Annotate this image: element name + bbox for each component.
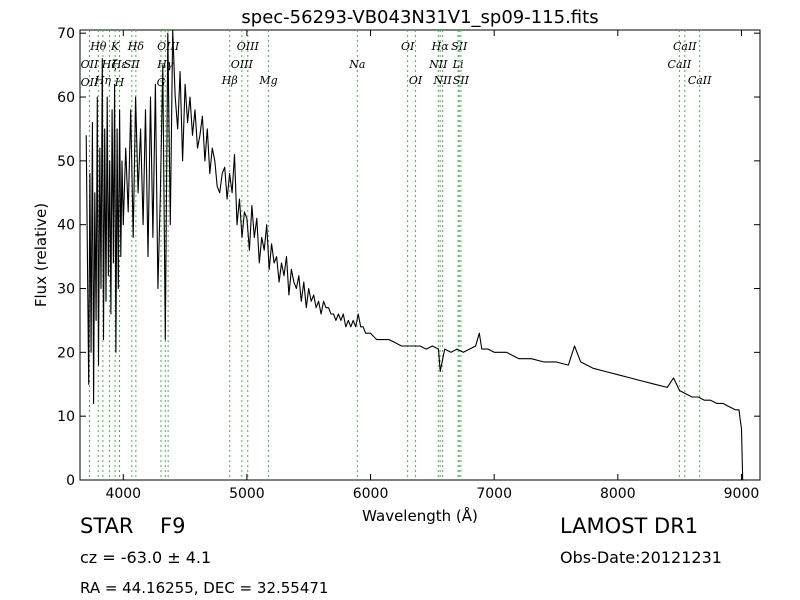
y-tick-label-3: 30	[57, 282, 75, 298]
x-tick-label-3: 7000	[476, 486, 512, 502]
line-marker-label-18: OI	[401, 40, 415, 53]
line-marker-label-24: NII	[432, 74, 452, 87]
line-marker-label-14: OIII	[231, 58, 254, 71]
spectrum-series	[85, 29, 744, 481]
line-marker-label-9: Hδ	[127, 40, 145, 53]
x-tick-label-5: 9000	[724, 486, 760, 502]
line-marker-label-22: NII	[428, 58, 448, 71]
line-marker-label-21: SII	[451, 40, 468, 53]
x-tick-label-1: 5000	[229, 486, 265, 502]
x-tick-label-4: 8000	[600, 486, 636, 502]
y-tick-label-4: 40	[57, 218, 75, 234]
redshift-value: cz = -63.0 ± 4.1	[80, 548, 212, 567]
line-marker-label-13: OIII	[237, 40, 260, 53]
obs-date: Obs-Date:20121231	[560, 548, 722, 567]
x-tick-label-0: 4000	[105, 486, 141, 502]
y-tick-label-6: 60	[57, 90, 75, 106]
line-marker-label-20: Hα	[431, 40, 450, 53]
object-subclass: F9	[160, 514, 186, 538]
object-class: STAR	[80, 514, 134, 538]
line-marker-label-2: OII	[81, 76, 99, 89]
line-marker-label-17: Na	[348, 58, 365, 71]
plot-frame	[79, 29, 761, 481]
axis-ticks: 4000 5000 6000 7000 8000 9000 0 10 20 30 40 50 60 70	[57, 26, 760, 502]
line-marker-label-12: G	[157, 76, 166, 89]
line-marker-label-0: Hθ	[89, 40, 107, 53]
y-tick-label-0: 0	[66, 473, 75, 489]
y-tick-label-2: 20	[57, 345, 75, 361]
line-marker-label-11: Hγ	[156, 58, 174, 71]
y-tick-label-7: 70	[57, 26, 75, 42]
line-marker-label-28: CaII	[688, 74, 712, 87]
y-tick-label-1: 10	[57, 409, 75, 425]
y-tick-label-5: 50	[57, 154, 75, 170]
line-marker-label-6: H	[114, 76, 125, 89]
line-marker-label-26: CaII	[673, 40, 697, 53]
line-marker-label-15: Hβ	[221, 74, 238, 87]
line-marker-label-5: Hζ	[101, 58, 119, 71]
chart-title: spec-56293-VB043N31V1_sp09-115.fits	[241, 7, 598, 28]
line-marker-label-4: K	[110, 40, 120, 53]
line-marker-label-16: Mg	[258, 74, 277, 87]
line-marker-label-1: OII	[81, 58, 99, 71]
line-marker-label-7: Hε	[111, 58, 128, 71]
survey-name: LAMOST DR1	[560, 514, 699, 538]
line-marker-label-8: SII	[124, 58, 141, 71]
line-marker-label-23: Li	[452, 58, 464, 71]
x-axis-label: Wavelength (Å)	[362, 506, 478, 525]
x-tick-label-2: 6000	[353, 486, 389, 502]
spectrum-line-0	[85, 29, 744, 481]
line-marker-label-19: OI	[409, 74, 423, 87]
line-marker-label-27: CaII	[668, 58, 692, 71]
line-marker-label-25: SII	[453, 74, 470, 87]
y-axis-label: Flux (relative)	[32, 203, 50, 307]
coordinates: RA = 44.16255, DEC = 32.55471	[80, 579, 329, 597]
